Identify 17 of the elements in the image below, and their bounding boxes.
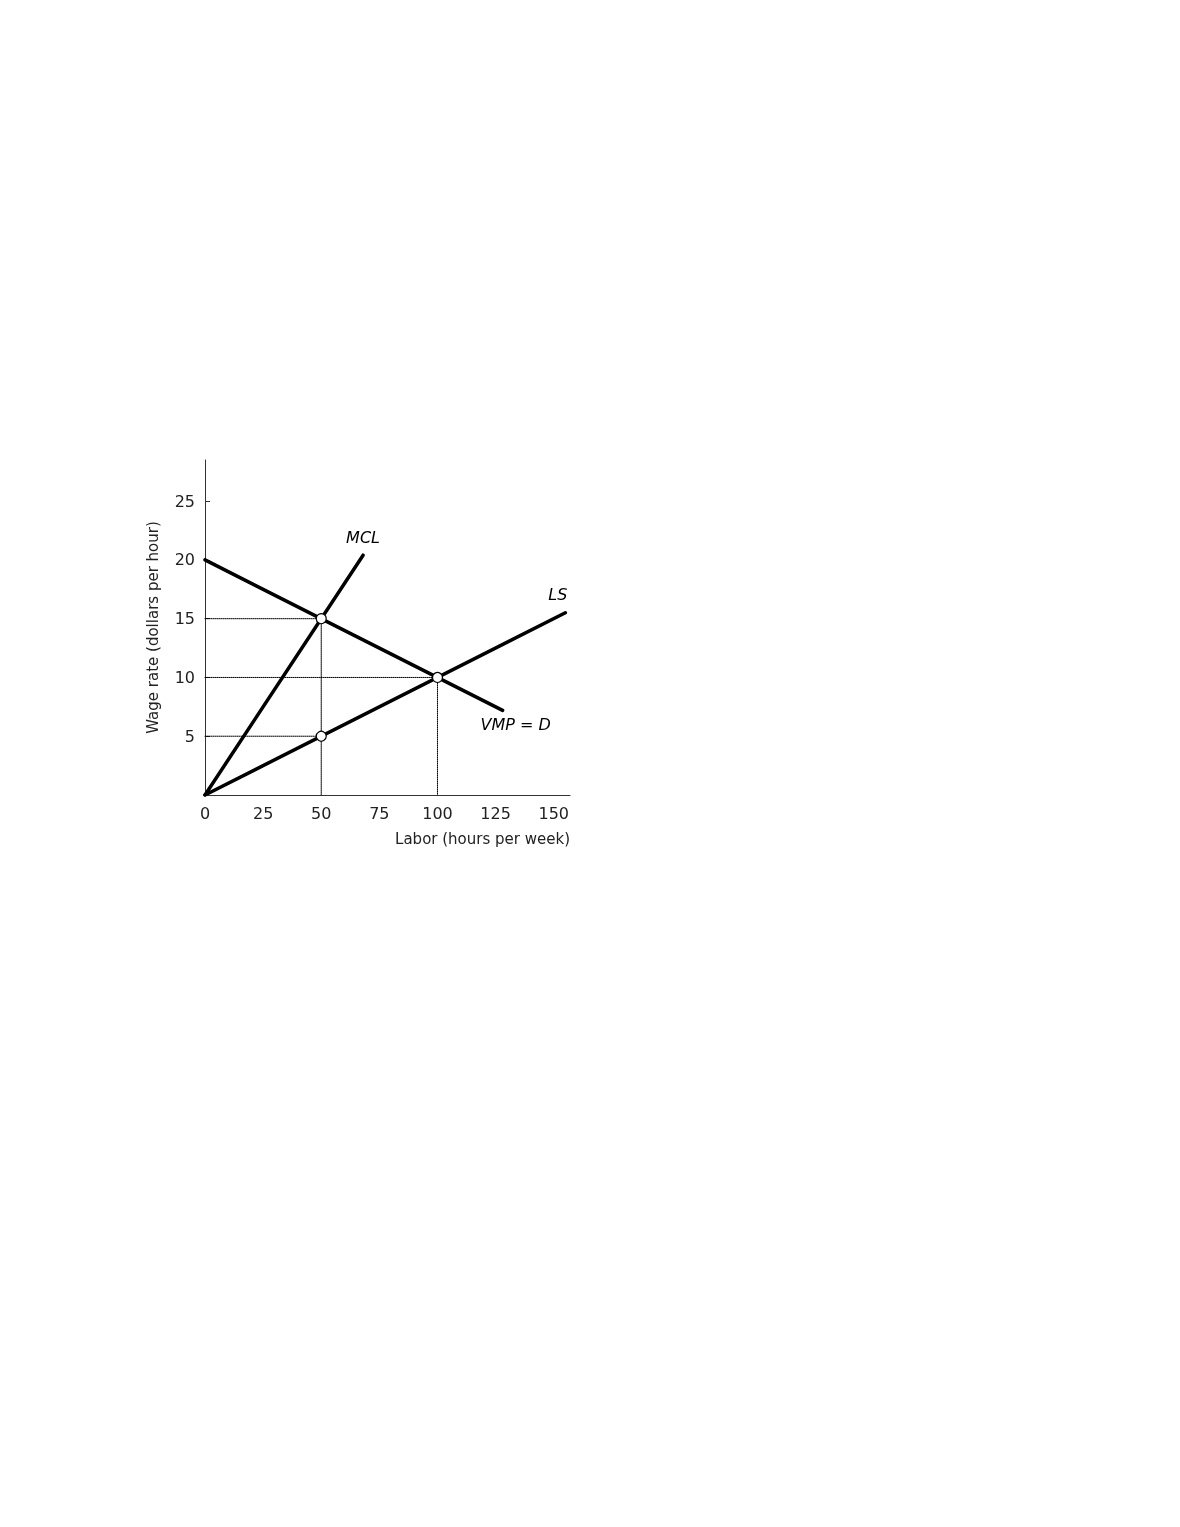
y-tick-label: 15 bbox=[174, 609, 195, 629]
x-tick-label: 75 bbox=[369, 803, 390, 823]
x-tick-label: 25 bbox=[252, 803, 274, 823]
series-label: LS bbox=[548, 585, 568, 605]
x-tick-label: 0 bbox=[199, 803, 211, 823]
x-axis-title: Labor (hours per week) bbox=[395, 829, 570, 848]
x-tick-label: 100 bbox=[422, 803, 453, 823]
y-tick-label: 20 bbox=[174, 550, 195, 570]
y-axis-title: Wage rate (dollars per hour) bbox=[143, 521, 162, 734]
y-tick-label: 10 bbox=[174, 667, 195, 687]
x-tick-label: 150 bbox=[538, 803, 569, 823]
x-tick-label: 50 bbox=[311, 803, 332, 823]
y-tick-label: 25 bbox=[174, 491, 195, 511]
series-label: VMP = D bbox=[480, 714, 551, 734]
series-label: MCL bbox=[346, 527, 380, 547]
x-tick-label: 125 bbox=[480, 803, 511, 823]
y-tick-label: 5 bbox=[184, 726, 195, 746]
